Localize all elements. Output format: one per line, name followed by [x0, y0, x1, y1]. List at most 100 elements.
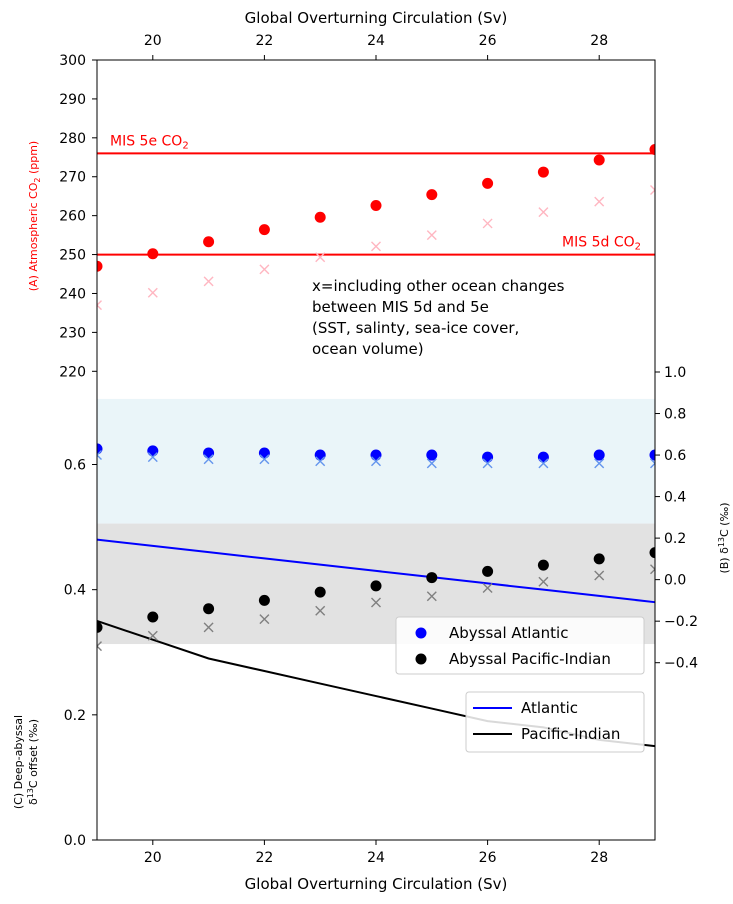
point-b-s1-2: [203, 454, 214, 465]
y-tick-label-a-8: 300: [59, 53, 86, 69]
point-b-s1-8: [538, 458, 549, 469]
point-a-s0-6: [426, 189, 438, 201]
point-b-s0-8: [537, 451, 549, 463]
point-b-s2-9: [593, 553, 605, 565]
point-b-s0-7: [482, 451, 494, 463]
point-b-s1-0: [97, 450, 102, 461]
x-tick-label-bottom-1: 22: [255, 850, 273, 866]
y-tick-label-a-4: 260: [59, 209, 86, 225]
text-labels: (A) Atmospheric CO2 (ppm) (B) δ13C (‰) (C)…: [12, 141, 731, 809]
point-a-s1-8: [538, 207, 549, 218]
point-a-s0-10: [649, 144, 655, 155]
point-b-s3-0: [97, 641, 102, 652]
y-axis-label-c-line1: (C) Deep-abyssal: [12, 715, 25, 809]
point-b-s0-5: [370, 449, 382, 461]
point-b-s3-2: [203, 622, 214, 633]
point-b-s0-4: [314, 449, 326, 461]
point-b-s2-6: [426, 572, 438, 584]
point-a-s1-7: [482, 218, 493, 229]
point-b-s2-0: [97, 621, 103, 633]
point-b-s1-5: [371, 456, 381, 467]
data-markers: [97, 144, 655, 652]
point-b-s2-2: [203, 603, 215, 615]
point-b-s3-8: [538, 576, 549, 587]
panel-a-reference-lines: MIS 5e CO2 MIS 5d CO2: [97, 133, 655, 256]
annotation-line-2: (SST, salinty, sea-ice cover,: [312, 319, 519, 337]
y-tick-label-b-3: 0.2: [664, 531, 686, 547]
point-b-s3-4: [315, 605, 326, 616]
point-a-s1-6: [426, 230, 437, 241]
point-b-s2-4: [314, 586, 326, 598]
x-tick-label-top-4: 28: [590, 33, 608, 49]
point-a-s1-9: [594, 196, 605, 207]
point-b-s2-5: [370, 580, 382, 592]
legend-b-marker-0: [415, 627, 427, 639]
legend-b: [395, 616, 645, 675]
legend-b-marker-1: [415, 653, 427, 665]
x-tick-label-top-0: 20: [144, 33, 162, 49]
legend-c-label-1: Pacific-Indian: [521, 725, 620, 743]
point-b-s1-7: [482, 458, 493, 469]
x-axis-label-bottom: Global Overturning Circulation (Sv): [245, 875, 508, 893]
point-a-s1-5: [371, 241, 381, 252]
point-b-s2-10: [649, 547, 655, 559]
axes: 20 20 22 22 24 24 26 26 28 28 220 230 240 250 260 270 28…: [59, 33, 698, 866]
x-tick-label-bottom-4: 28: [590, 850, 608, 866]
line-series-0: [96, 538, 656, 604]
point-b-s1-9: [594, 458, 605, 469]
point-b-s3-9: [594, 570, 605, 581]
point-b-s2-7: [482, 565, 494, 577]
point-b-s1-6: [426, 458, 437, 469]
legend-c-label-0: Atlantic: [521, 699, 578, 717]
y-axis-label-b: (B) δ13C (‰): [717, 502, 731, 573]
reference-label-1: MIS 5d CO2: [562, 235, 641, 253]
y-tick-label-a-7: 290: [59, 92, 86, 108]
point-b-s3-7: [482, 582, 493, 593]
point-a-s0-7: [482, 177, 494, 189]
x-tick-label-bottom-0: 20: [144, 850, 162, 866]
point-b-s2-8: [537, 559, 549, 571]
x-tick-label-top-3: 26: [479, 33, 497, 49]
marker-group: [97, 144, 655, 652]
x-tick-label-top-2: 24: [367, 33, 385, 49]
point-a-s1-10: [650, 184, 655, 195]
point-a-s0-5: [370, 200, 382, 212]
y-tick-label-b-6: 0.8: [664, 407, 686, 423]
y-tick-label-a-5: 270: [59, 170, 86, 186]
y-tick-label-b-1: −0.2: [664, 614, 698, 630]
y-tick-label-b-5: 0.6: [664, 448, 686, 464]
y-tick-label-a-2: 240: [59, 286, 86, 302]
y-axis-label-a: (A) Atmospheric CO2 (ppm): [27, 141, 42, 291]
y-tick-label-a-0: 220: [59, 364, 86, 380]
legends: Abyssal Atlantic Abyssal Pacific-Indian At…: [395, 616, 645, 753]
y-tick-label-a-6: 280: [59, 131, 86, 147]
y-tick-label-b-0: −0.4: [664, 656, 698, 672]
point-b-s0-1: [147, 445, 159, 457]
point-b-s1-10: [650, 458, 655, 469]
point-a-s0-3: [258, 224, 270, 236]
point-a-s1-0: [97, 300, 102, 311]
y-tick-label-b-4: 0.4: [664, 490, 686, 506]
reference-label-0: MIS 5e CO2: [110, 133, 189, 151]
point-a-s0-9: [593, 154, 605, 166]
point-a-s0-0: [97, 260, 103, 272]
point-b-s1-1: [147, 452, 158, 463]
y-tick-label-a-3: 250: [59, 248, 86, 264]
point-b-s0-9: [593, 449, 605, 461]
point-a-s0-8: [537, 166, 549, 178]
y-tick-label-a-1: 230: [59, 325, 86, 341]
point-b-s3-5: [371, 597, 381, 608]
point-a-s1-2: [203, 276, 214, 287]
y-tick-label-b-7: 1.0: [664, 365, 686, 381]
point-a-s0-1: [147, 248, 159, 260]
point-b-s1-4: [315, 456, 326, 467]
point-b-s0-3: [258, 447, 270, 459]
legend-b-label-1: Abyssal Pacific-Indian: [449, 650, 611, 668]
point-b-s1-3: [259, 454, 270, 465]
point-a-s1-3: [259, 264, 270, 275]
point-b-s0-6: [426, 449, 438, 461]
x-tick-label-top-1: 22: [255, 33, 273, 49]
panel-b-bands: [97, 398, 655, 645]
y-tick-label-c-2: 0.4: [64, 583, 86, 599]
